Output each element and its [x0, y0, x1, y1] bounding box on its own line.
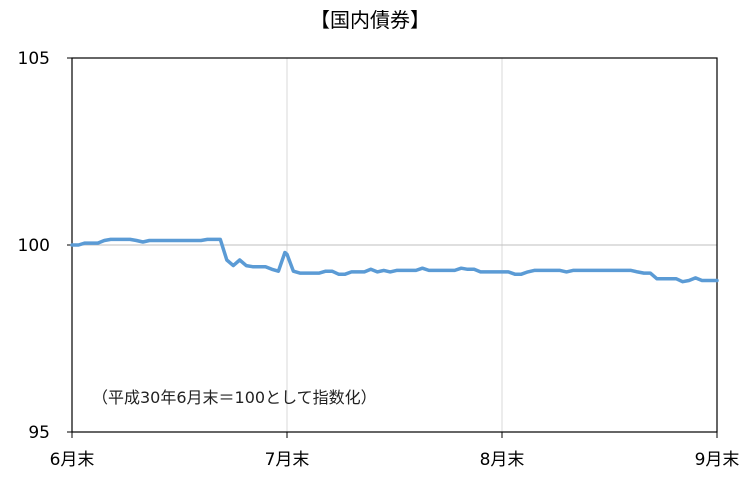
- x-tick-label: 6月末: [50, 450, 95, 470]
- x-tick-label: 8月末: [480, 450, 525, 470]
- y-tick-label: 100: [18, 236, 50, 256]
- series-layer: [70, 237, 719, 284]
- series-line: [70, 237, 719, 284]
- y-tick-label: 95: [28, 423, 50, 443]
- y-tick-label: 105: [18, 49, 50, 69]
- chart-title: 【国内債券】: [310, 8, 430, 32]
- x-tick-label: 7月末: [265, 450, 310, 470]
- y-axis-ticks: 95 100 105: [18, 49, 72, 443]
- grid-layer: [72, 58, 717, 432]
- index-note: （平成30年6月末＝100として指数化）: [92, 388, 377, 407]
- x-tick-label: 9月末: [695, 450, 740, 470]
- x-axis-ticks: 6月末 7月末 8月末 9月末: [50, 432, 740, 470]
